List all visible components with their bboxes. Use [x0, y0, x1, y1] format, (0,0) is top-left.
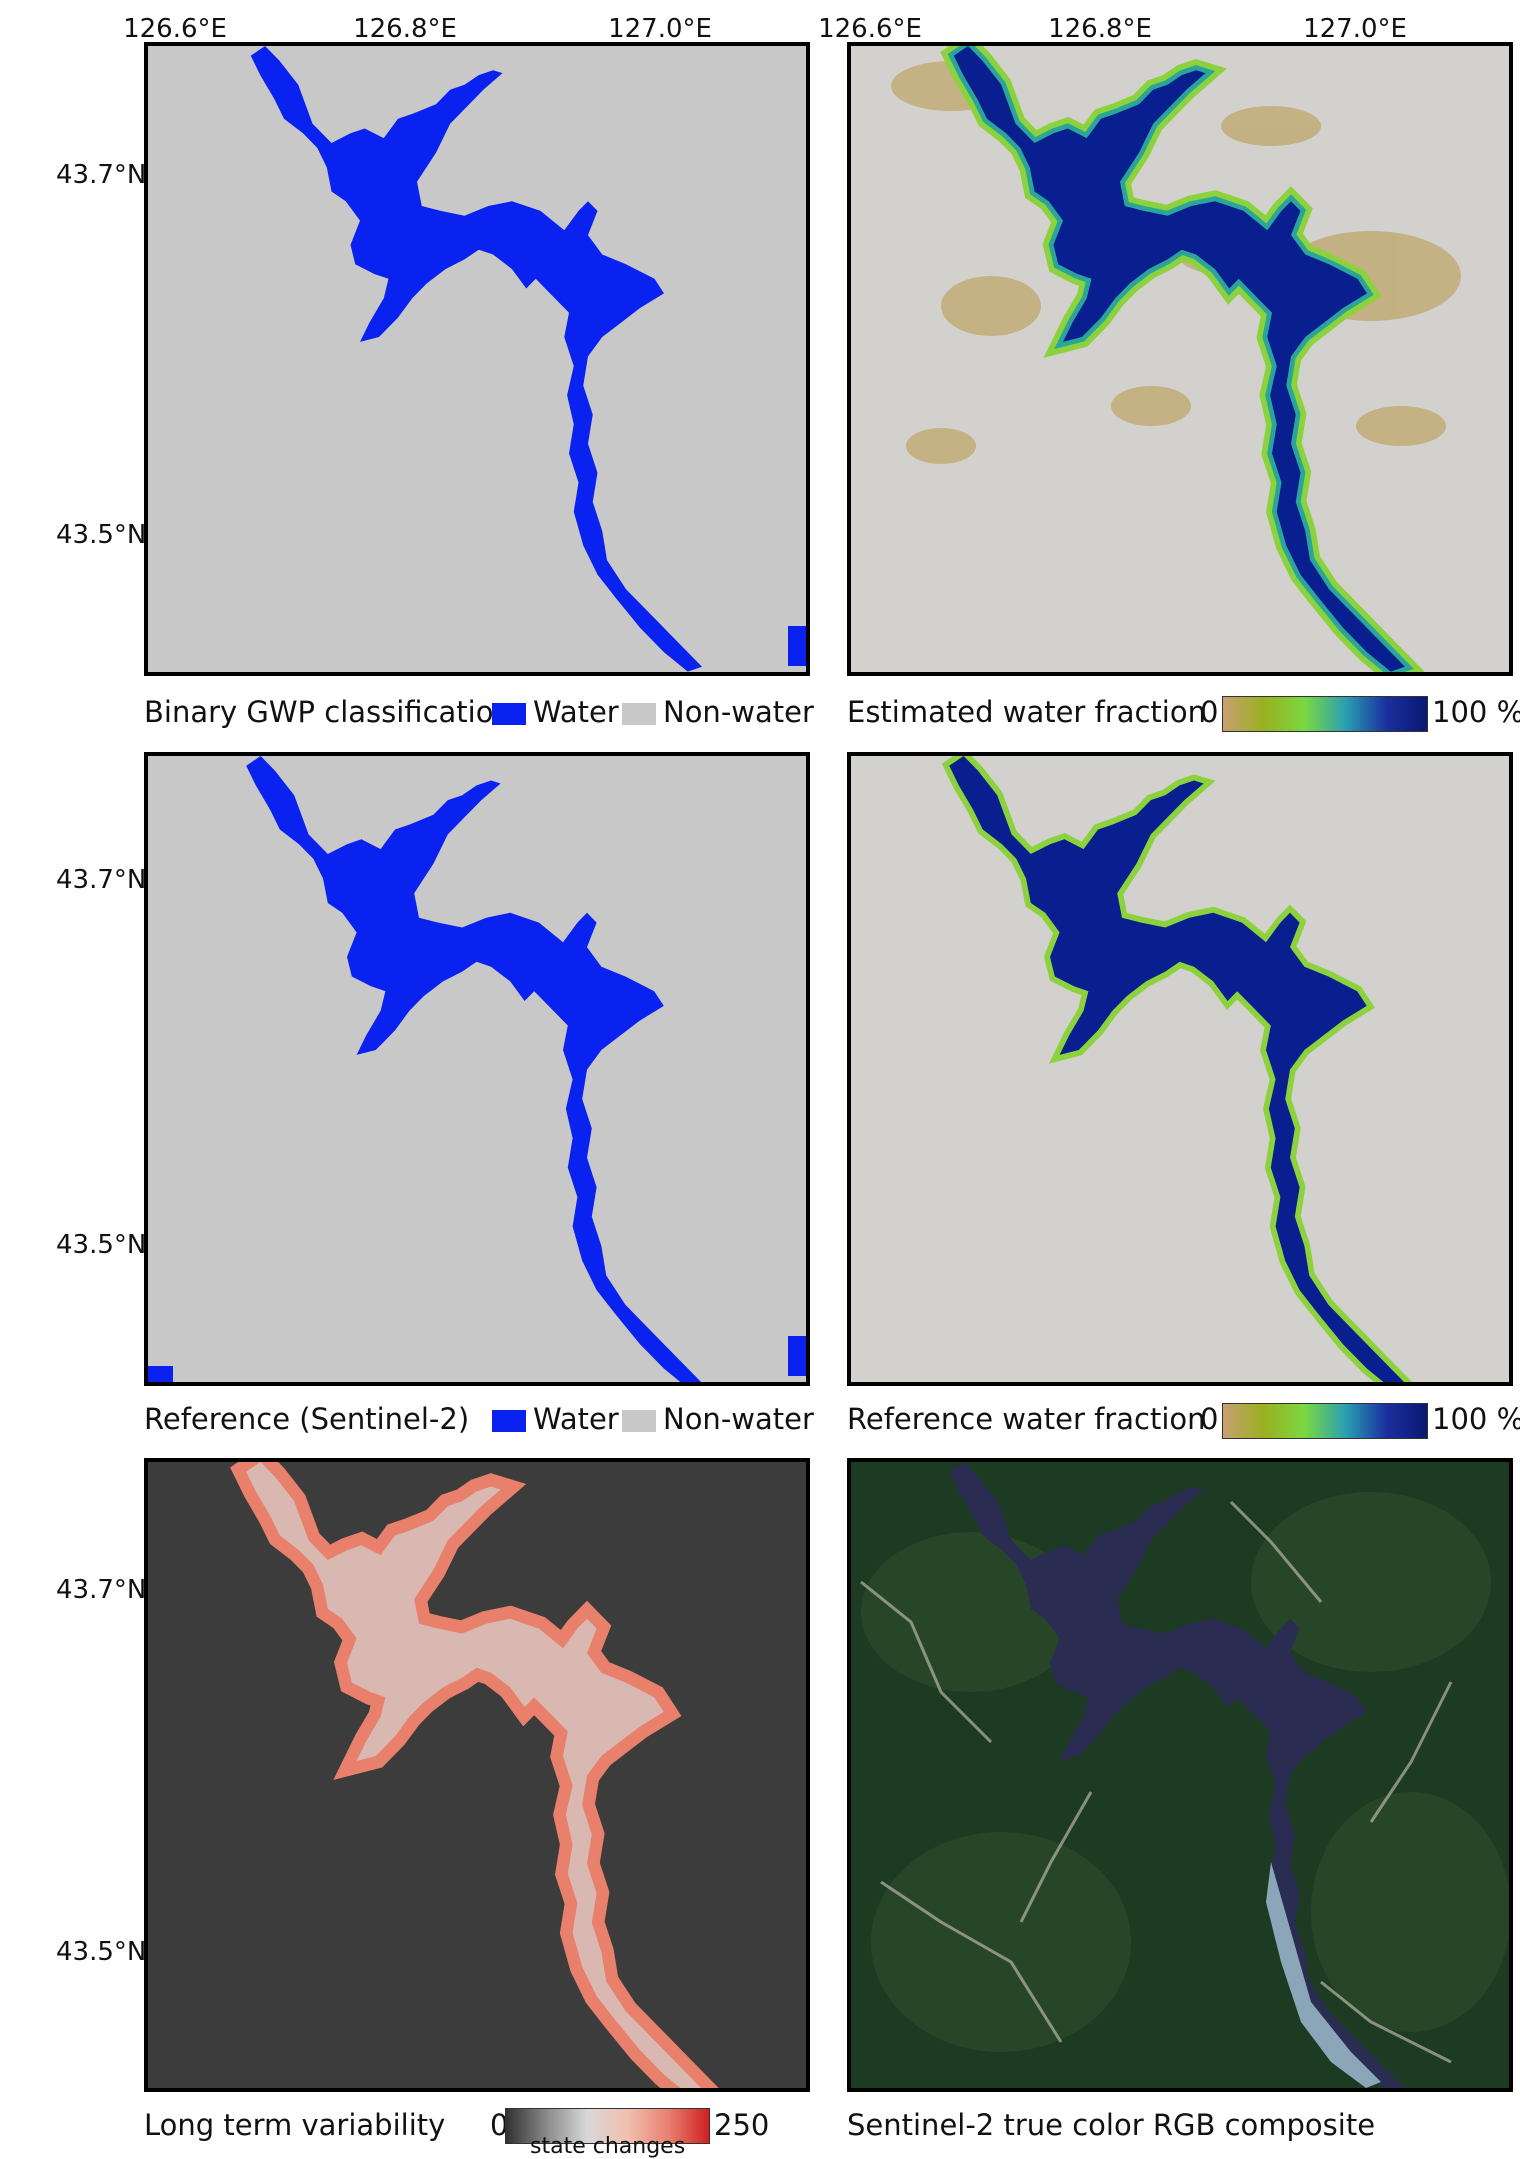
reference-sentinel-map	[148, 756, 806, 1382]
lon-tick-left-3: 127.0°E	[608, 14, 712, 44]
legend-nonwater-label-1: Non-water	[663, 695, 814, 729]
lat-tick-row1-bottom: 43.5°N	[56, 520, 147, 550]
caption-estimated-fraction: Estimated water fraction	[847, 695, 1206, 729]
legend-water-label-3: Water	[533, 1402, 619, 1436]
lon-tick-left-2: 126.8°E	[353, 14, 457, 44]
lon-tick-right-3: 127.0°E	[1303, 14, 1407, 44]
colorbar-gradient-4	[1222, 1403, 1428, 1439]
legend-water-swatch-1	[492, 703, 526, 725]
bar-max-label-5: 250	[714, 2108, 770, 2142]
legend-water-swatch-3	[492, 1410, 526, 1432]
legend-nonwater-label-3: Non-water	[663, 1402, 814, 1436]
colorbar-gradient-5	[505, 2108, 710, 2144]
panel-long-term-variability	[144, 1458, 810, 2092]
lon-tick-left-1: 126.6°E	[123, 14, 227, 44]
panel-sentinel-rgb	[847, 1458, 1513, 2092]
caption-reference-sentinel: Reference (Sentinel-2)	[144, 1402, 470, 1436]
bar-unit-label-5: state changes	[530, 2134, 686, 2159]
lat-tick-row2-bottom: 43.5°N	[56, 1230, 147, 1260]
lat-tick-row3-bottom: 43.5°N	[56, 1937, 147, 1967]
panel-reference-sentinel	[144, 752, 810, 1386]
panel-binary-gwp	[144, 42, 810, 676]
caption-sentinel-rgb: Sentinel-2 true color RGB composite	[847, 2108, 1376, 2142]
legend-nonwater-swatch-3	[622, 1410, 656, 1432]
lon-tick-right-1: 126.6°E	[818, 14, 922, 44]
reference-fraction-map	[851, 756, 1509, 1382]
panel-reference-fraction	[847, 752, 1513, 1386]
bar-max-label-2: 100 %	[1432, 695, 1520, 729]
bar-min-label-5: 0	[490, 2108, 509, 2142]
sentinel-rgb-map	[851, 1462, 1509, 2088]
legend-water-label-1: Water	[533, 695, 619, 729]
panel-estimated-fraction	[847, 42, 1513, 676]
lat-tick-row2-top: 43.7°N	[56, 865, 147, 895]
bar-min-label-2: 0	[1200, 695, 1219, 729]
bar-min-label-4: 0	[1200, 1402, 1219, 1436]
lat-tick-row1-top: 43.7°N	[56, 160, 147, 190]
colorbar-gradient-2	[1222, 696, 1428, 732]
estimated-fraction-map	[851, 46, 1509, 672]
variability-map	[148, 1462, 806, 2088]
legend-nonwater-swatch-1	[622, 703, 656, 725]
bar-max-label-4: 100 %	[1432, 1402, 1520, 1436]
lat-tick-row3-top: 43.7°N	[56, 1575, 147, 1605]
binary-gwp-map	[148, 46, 806, 672]
caption-reference-fraction: Reference water fraction	[847, 1402, 1206, 1436]
lon-tick-right-2: 126.8°E	[1048, 14, 1152, 44]
caption-binary-gwp: Binary GWP classification	[144, 695, 512, 729]
caption-long-term-variability: Long term variability	[144, 2108, 446, 2142]
